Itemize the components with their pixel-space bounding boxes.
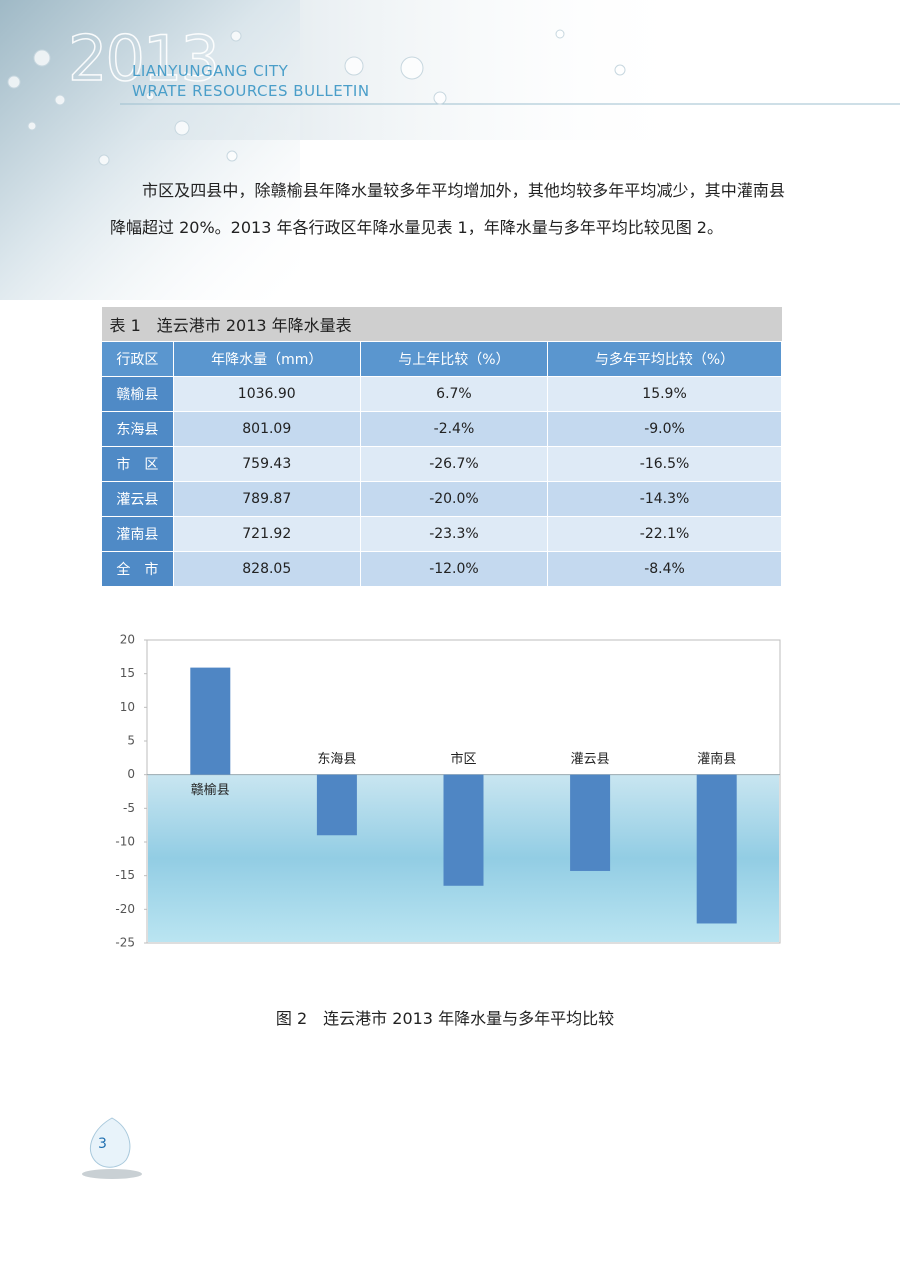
- table-row: 赣榆县 1036.90 6.7% 15.9%: [101, 376, 782, 412]
- y-tick-label: -15: [115, 868, 135, 882]
- category-label: 东海县: [317, 752, 356, 767]
- table-cell: 市 区: [101, 446, 174, 482]
- table-cell: 6.7%: [359, 376, 549, 412]
- table-cell: 828.05: [172, 551, 361, 587]
- data-table: 表 1 连云港市 2013 年降水量表 行政区 年降水量（mm） 与上年比较（%） 与多…: [101, 307, 782, 587]
- category-label: 灌南县: [697, 751, 736, 767]
- table-cell: 赣榆县: [101, 376, 174, 412]
- table-cell: 与上年比较（%）: [359, 341, 549, 377]
- table-cell: -8.4%: [547, 551, 782, 587]
- table-cell: -9.0%: [547, 411, 782, 447]
- y-tick-label: -25: [115, 936, 135, 950]
- table-cell: -22.1%: [547, 516, 782, 552]
- table-cell: 全 市: [101, 551, 174, 587]
- table-cell: -16.5%: [547, 446, 782, 482]
- y-tick-label: 10: [120, 700, 135, 714]
- bar: [316, 774, 357, 836]
- header-decoration: [0, 0, 900, 300]
- table-cell: 721.92: [172, 516, 361, 552]
- table-cell: 行政区: [101, 341, 174, 377]
- y-tick-label: -5: [123, 801, 135, 815]
- table-cell: 年降水量（mm）: [172, 341, 361, 377]
- table-cell: 表 1 连云港市 2013 年降水量表: [101, 307, 782, 342]
- header-year: 2013: [67, 21, 220, 96]
- y-tick-label: -10: [115, 835, 135, 849]
- table-row: 东海县 801.09 -2.4% -9.0%: [101, 411, 782, 447]
- table-cell: -12.0%: [359, 551, 549, 587]
- table-row: 全 市 828.05 -12.0% -8.4%: [101, 551, 782, 587]
- category-label: 赣榆县: [191, 783, 230, 798]
- table-cell: 15.9%: [547, 376, 782, 412]
- y-tick-label: 5: [127, 734, 135, 748]
- table-row: 市 区 759.43 -26.7% -16.5%: [101, 446, 782, 482]
- table-cell: 801.09: [172, 411, 361, 447]
- bar: [570, 774, 611, 871]
- header-line: LIANYUNGANG CITY: [132, 62, 289, 80]
- table-cell: 1036.90: [172, 376, 361, 412]
- table-cell: -2.4%: [359, 411, 549, 447]
- table-cell: 灌南县: [101, 516, 174, 552]
- table-row: 灌云县 789.87 -20.0% -14.3%: [101, 481, 782, 517]
- y-tick-label: 0: [127, 767, 135, 781]
- table-cell: 东海县: [101, 411, 174, 447]
- page-drop: [82, 1117, 142, 1179]
- header-line: WRATE RESOURCES BULLETIN: [132, 82, 370, 100]
- table-cell: -26.7%: [359, 446, 549, 482]
- table-cell: -20.0%: [359, 481, 549, 517]
- figure-caption: 图 2 连云港市 2013 年降水量与多年平均比较: [275, 1009, 615, 1028]
- bar: [190, 667, 231, 775]
- table-cell: -23.3%: [359, 516, 549, 552]
- chart: -25 -20 -15 -10 -5 0 5 10 15 20 赣榆县 东海县 市区 灌云县 灌南县: [115, 633, 781, 950]
- y-tick-label: 20: [120, 633, 135, 647]
- y-tick-label: -20: [115, 902, 135, 916]
- table-cell: 灌云县: [101, 481, 174, 517]
- table-cell: -14.3%: [547, 481, 782, 517]
- table-row: 灌南县 721.92 -23.3% -22.1%: [101, 516, 782, 552]
- y-tick-label: 15: [120, 666, 135, 680]
- paragraph: 市区及四县中，除赣榆县年降水量较多年平均增加外，其他均较多年平均减少，其中灌南县…: [110, 181, 785, 237]
- table-cell: 759.43: [172, 446, 361, 482]
- bar: [696, 774, 737, 924]
- category-label: 灌云县: [571, 752, 610, 767]
- bar: [443, 774, 484, 886]
- table-cell: 789.87: [172, 481, 361, 517]
- table-cell: 与多年平均比较（%）: [547, 341, 782, 377]
- table-row: 表 1 连云港市 2013 年降水量表: [101, 307, 782, 342]
- page-number: 3: [98, 1136, 107, 1152]
- table-row: 行政区 年降水量（mm） 与上年比较（%） 与多年平均比较（%）: [101, 341, 782, 377]
- category-label: 市区: [450, 751, 476, 767]
